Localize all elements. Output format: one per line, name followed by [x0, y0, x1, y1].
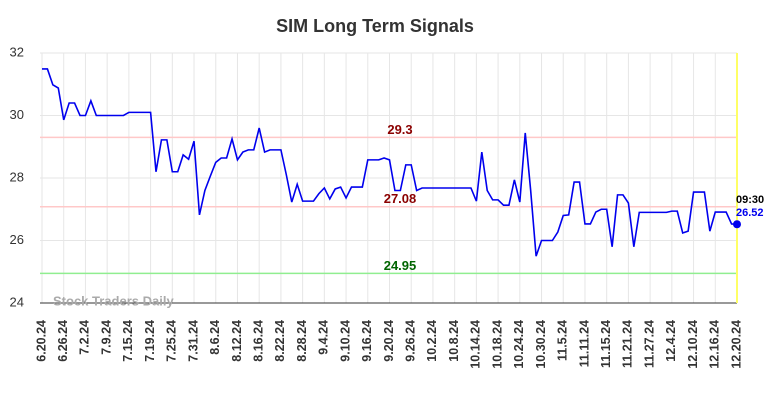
x-tick-label: 9.16.24 — [360, 320, 374, 362]
x-tick-label: 9.26.24 — [404, 320, 418, 362]
x-tick-label: 7.2.24 — [78, 320, 92, 355]
reference-label: 24.95 — [384, 258, 417, 273]
x-tick-label: 7.25.24 — [165, 320, 179, 362]
x-tick-label: 9.10.24 — [338, 320, 352, 362]
x-tick-label: 12.4.24 — [664, 320, 678, 362]
x-tick-label: 8.28.24 — [295, 320, 309, 362]
x-tick-label: 9.20.24 — [382, 320, 396, 362]
x-tick-label: 10.30.24 — [534, 320, 548, 369]
x-tick-label: 10.2.24 — [425, 320, 439, 362]
x-tick-label: 7.9.24 — [99, 320, 113, 355]
reference-label: 27.08 — [384, 191, 417, 206]
y-tick-label: 30 — [10, 107, 24, 122]
x-tick-label: 12.10.24 — [686, 320, 700, 369]
watermark: Stock Traders Daily — [53, 293, 174, 308]
y-tick-label: 32 — [10, 44, 24, 59]
x-tick-label: 7.15.24 — [121, 320, 135, 362]
last-point — [733, 220, 741, 229]
x-tick-label: 9.4.24 — [317, 320, 331, 355]
x-tick-label: 8.22.24 — [273, 320, 287, 362]
price-line — [42, 68, 738, 257]
x-tick-label: 11.21.24 — [621, 320, 635, 368]
x-tick-label: 6.20.24 — [34, 320, 48, 362]
last-time-label: 09:30 — [736, 194, 764, 206]
x-tick-label: 8.16.24 — [251, 320, 265, 362]
x-tick-label: 8.6.24 — [208, 320, 222, 355]
x-tick-label: 10.24.24 — [512, 320, 526, 369]
y-tick-label: 26 — [10, 232, 24, 247]
x-tick-label: 11.15.24 — [599, 320, 613, 368]
x-tick-label: 6.26.24 — [56, 320, 70, 362]
x-tick-label: 11.5.24 — [556, 320, 570, 361]
y-tick-label: 24 — [10, 294, 24, 309]
x-tick-label: 10.18.24 — [490, 320, 504, 369]
y-tick-label: 28 — [10, 169, 24, 184]
x-tick-label: 10.8.24 — [447, 320, 461, 362]
x-tick-label: 12.20.24 — [729, 320, 743, 369]
x-tick-label: 7.31.24 — [186, 320, 200, 362]
x-tick-label: 11.11.24 — [577, 320, 591, 367]
chart-title: SIM Long Term Signals — [276, 16, 474, 36]
x-tick-label: 8.12.24 — [230, 320, 244, 362]
x-tick-label: 7.19.24 — [143, 320, 157, 362]
x-tick-label: 12.16.24 — [708, 320, 722, 369]
x-tick-label: 11.27.24 — [642, 320, 656, 368]
last-value-label: 26.52 — [736, 207, 764, 219]
reference-label: 29.3 — [387, 122, 412, 137]
x-tick-label: 10.14.24 — [469, 320, 483, 369]
